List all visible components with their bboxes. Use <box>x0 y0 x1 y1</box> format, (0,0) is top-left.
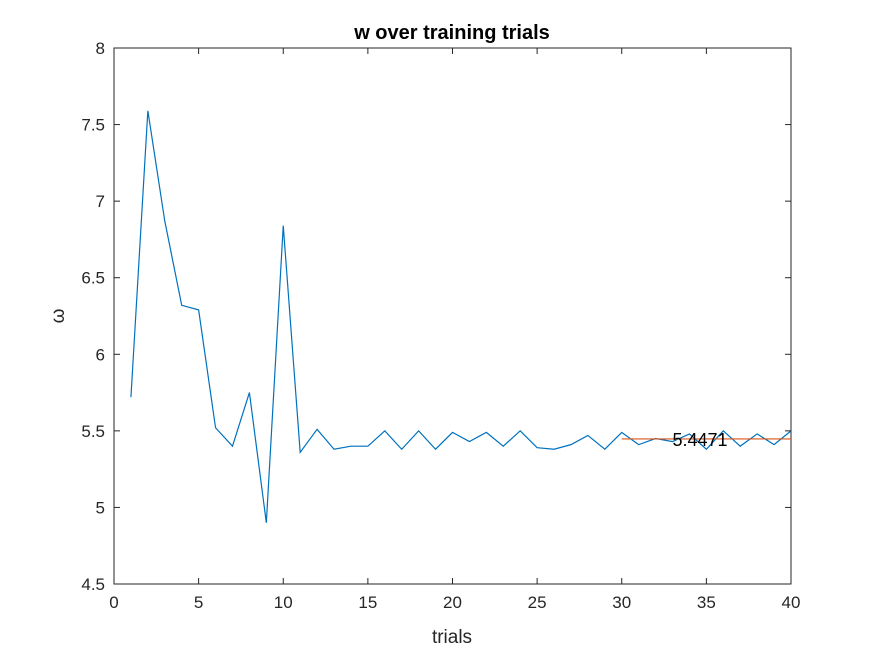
y-tick-label: 6.5 <box>81 269 105 288</box>
series-line-w <box>130 110 792 523</box>
x-tick-label: 25 <box>528 593 547 612</box>
x-tick-label: 5 <box>194 593 203 612</box>
x-tick-label: 10 <box>274 593 293 612</box>
x-tick-label: 40 <box>782 593 801 612</box>
annotation-label: 5.4471 <box>673 430 728 450</box>
x-axis: 0 5 10 15 20 25 30 35 40 <box>109 48 800 612</box>
x-tick-label: 35 <box>697 593 716 612</box>
annotation-layer: 5.4471 <box>673 430 728 450</box>
y-tick-label: 5.5 <box>81 422 105 441</box>
chart-title: w over training trials <box>353 22 550 44</box>
y-tick-label: 7 <box>96 192 105 211</box>
y-tick-label: 5 <box>96 498 105 517</box>
y-axis-label: ω <box>48 308 69 323</box>
x-tick-label: 30 <box>612 593 631 612</box>
y-tick-label: 4.5 <box>81 575 105 594</box>
x-tick-label: 15 <box>358 593 377 612</box>
y-tick-label: 7.5 <box>81 116 105 135</box>
x-tick-label: 20 <box>443 593 462 612</box>
plot-area <box>113 47 792 585</box>
x-axis-label: trials <box>432 627 472 648</box>
y-tick-label: 6 <box>96 345 105 364</box>
y-axis: 4.5 5 5.5 6 6.5 7 7.5 8 <box>81 39 791 594</box>
series-layer <box>130 110 792 523</box>
x-tick-label: 0 <box>109 593 118 612</box>
y-tick-label: 8 <box>96 39 105 58</box>
